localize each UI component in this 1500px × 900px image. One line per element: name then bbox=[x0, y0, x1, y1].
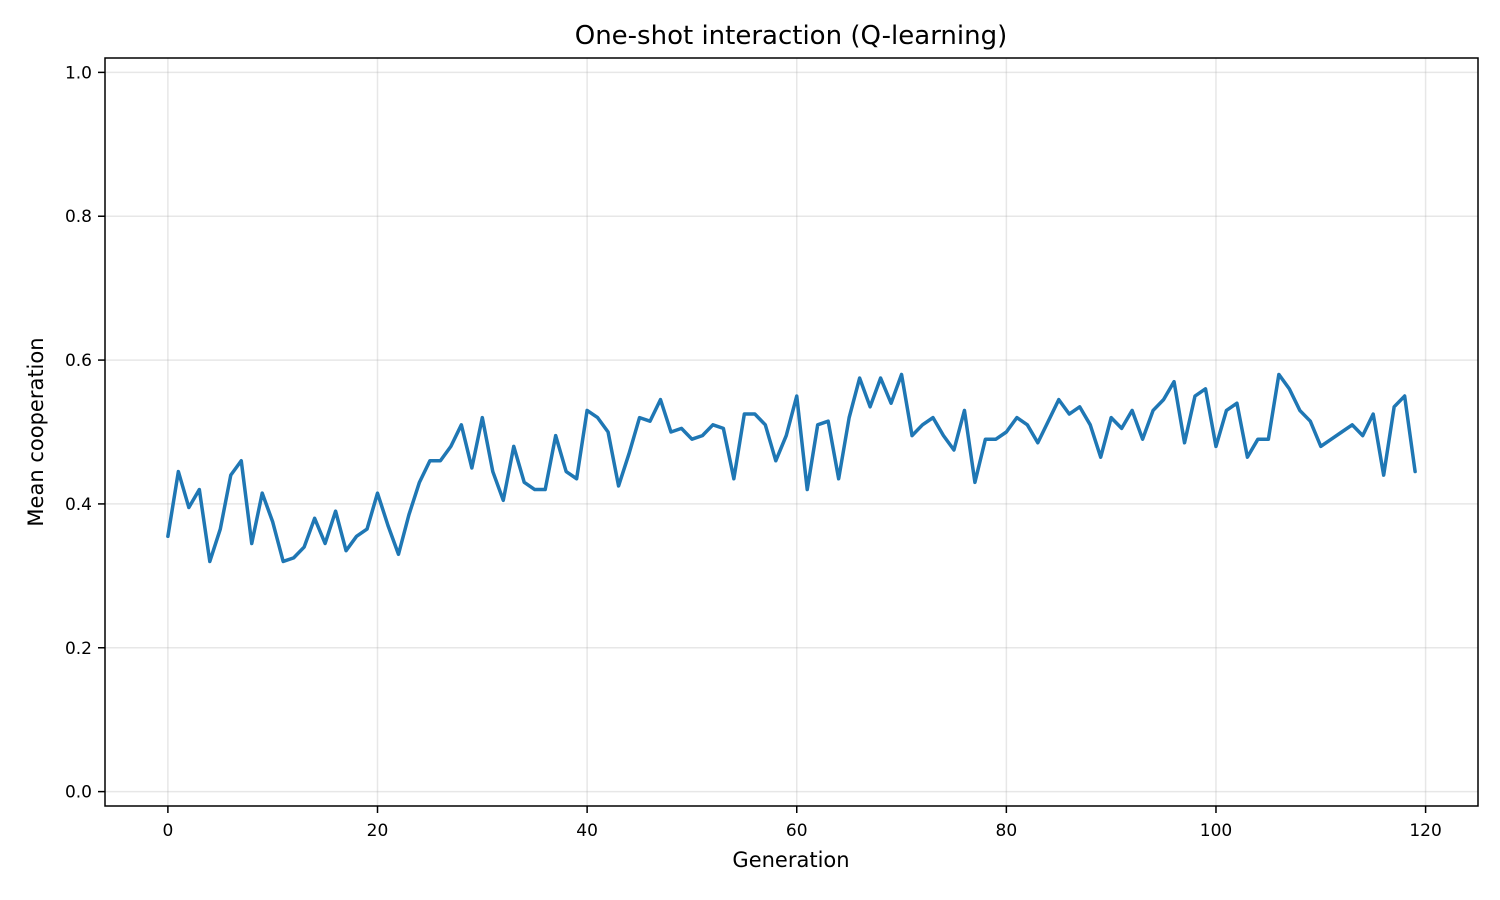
x-tick-label: 80 bbox=[996, 821, 1018, 841]
series-layer bbox=[166, 372, 1417, 564]
y-tick-label: 1.0 bbox=[65, 63, 92, 83]
x-tick-label: 40 bbox=[576, 821, 598, 841]
x-tick-label: 20 bbox=[367, 821, 389, 841]
x-tick-label: 120 bbox=[1409, 821, 1441, 841]
y-tick-label: 0.2 bbox=[65, 639, 92, 659]
y-tick-label: 0.8 bbox=[65, 207, 92, 227]
axis-ticks: 0 20 40 60 80 100 120 0.0 0.2 0.4 0.6 0.8 1.0 bbox=[65, 63, 1442, 841]
x-axis-label: Generation bbox=[732, 848, 849, 872]
x-tick-label: 0 bbox=[162, 821, 173, 841]
plot-frame bbox=[104, 57, 1479, 807]
x-tick-label: 60 bbox=[786, 821, 808, 841]
chart-title: One-shot interaction (Q-learning) bbox=[575, 21, 1008, 51]
series-line bbox=[166, 372, 1417, 564]
y-tick-label: 0.4 bbox=[65, 495, 92, 515]
y-axis-label: Mean cooperation bbox=[24, 337, 48, 526]
y-tick-label: 0.6 bbox=[65, 351, 92, 371]
grid-lines bbox=[105, 58, 1478, 806]
y-tick-label: 0.0 bbox=[65, 783, 92, 803]
x-tick-label: 100 bbox=[1200, 821, 1232, 841]
